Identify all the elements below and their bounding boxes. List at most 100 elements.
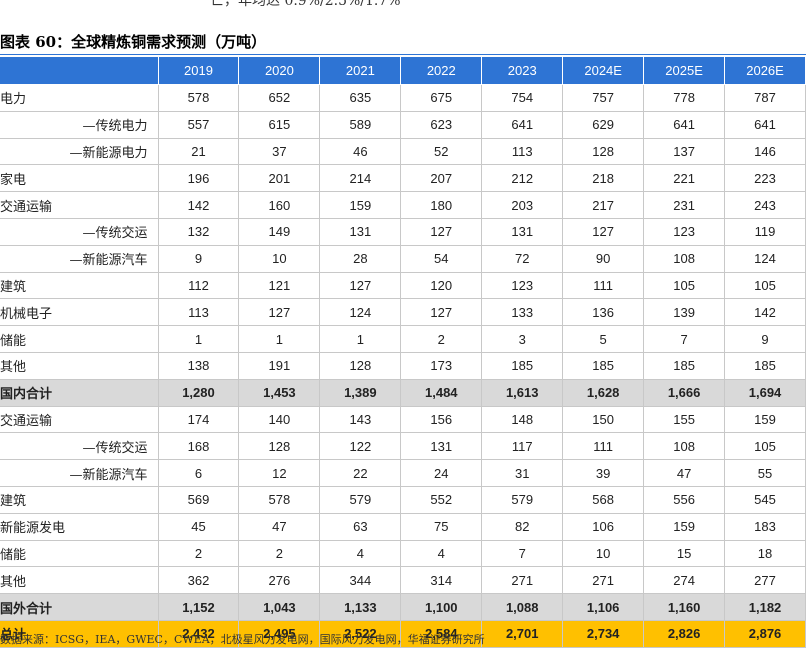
row-label: 其他 xyxy=(0,566,159,595)
value-cell: 54 xyxy=(400,245,483,273)
value-cell: 123 xyxy=(481,272,564,300)
row-label: —新能源电力 xyxy=(0,138,159,166)
value-cell: 133 xyxy=(481,298,564,327)
row-label: 建筑 xyxy=(0,486,159,514)
value-cell: 10 xyxy=(238,245,321,273)
value-cell: 1,280 xyxy=(158,379,240,407)
value-cell: 31 xyxy=(481,459,564,487)
value-cell: 136 xyxy=(562,298,645,327)
value-cell: 9 xyxy=(158,245,240,273)
row-label: 交通运输 xyxy=(0,191,159,219)
value-cell: 1,133 xyxy=(319,593,402,621)
value-cell: 1,484 xyxy=(400,379,483,407)
value-cell: 1,453 xyxy=(238,379,321,407)
header-cell: 2026E xyxy=(724,57,806,85)
row-label: 机械电子 xyxy=(0,298,159,327)
value-cell: 37 xyxy=(238,138,321,166)
value-cell: 160 xyxy=(238,191,321,219)
row-label: 总计 xyxy=(0,620,159,648)
value-cell: 214 xyxy=(319,164,402,193)
value-cell: 4 xyxy=(319,540,402,568)
value-cell: 578 xyxy=(158,84,240,112)
table-row: 国内合计 1,280 1,453 1,389 1,484 1,613 1,628 1,666 1… xyxy=(0,379,806,407)
value-cell: 2,701 xyxy=(481,620,564,648)
value-cell: 45 xyxy=(158,513,240,541)
value-cell: 314 xyxy=(400,566,483,595)
value-cell: 128 xyxy=(562,138,645,166)
table-row: —新能源电力 21 37 46 52 113 128 137 146 xyxy=(0,138,806,166)
value-cell: 1,088 xyxy=(481,593,564,621)
value-cell: 39 xyxy=(562,459,645,487)
value-cell: 142 xyxy=(724,298,806,327)
table-row: 国外合计 1,152 1,043 1,133 1,100 1,088 1,106 1,160 1… xyxy=(0,593,806,621)
value-cell: 137 xyxy=(643,138,726,166)
value-cell: 4 xyxy=(400,540,483,568)
value-cell: 173 xyxy=(400,352,483,380)
value-cell: 552 xyxy=(400,486,483,514)
value-cell: 578 xyxy=(238,486,321,514)
value-cell: 131 xyxy=(319,218,402,246)
table-row: 建筑 569 578 579 552 579 568 556 545 xyxy=(0,486,806,514)
value-cell: 7 xyxy=(643,325,726,353)
value-cell: 641 xyxy=(724,111,806,139)
value-cell: 119 xyxy=(724,218,806,246)
value-cell: 589 xyxy=(319,111,402,139)
row-label: 储能 xyxy=(0,540,159,568)
row-label: 国内合计 xyxy=(0,379,159,407)
value-cell: 128 xyxy=(238,432,321,461)
value-cell: 117 xyxy=(481,432,564,461)
value-cell: 579 xyxy=(481,486,564,514)
value-cell: 47 xyxy=(238,513,321,541)
value-cell: 168 xyxy=(158,432,240,461)
value-cell: 105 xyxy=(724,432,806,461)
value-cell: 155 xyxy=(643,406,726,434)
value-cell: 140 xyxy=(238,406,321,434)
value-cell: 180 xyxy=(400,191,483,219)
value-cell: 2,826 xyxy=(643,620,726,648)
value-cell: 221 xyxy=(643,164,726,193)
row-label: —传统交运 xyxy=(0,432,159,461)
value-cell: 24 xyxy=(400,459,483,487)
value-cell: 183 xyxy=(724,513,806,541)
value-cell: 635 xyxy=(319,84,402,112)
value-cell: 196 xyxy=(158,164,240,193)
value-cell: 139 xyxy=(643,298,726,327)
value-cell: 131 xyxy=(481,218,564,246)
value-cell: 174 xyxy=(158,406,240,434)
value-cell: 1 xyxy=(158,325,240,353)
value-cell: 629 xyxy=(562,111,645,139)
value-cell: 122 xyxy=(319,432,402,461)
value-cell: 1,043 xyxy=(238,593,321,621)
value-cell: 127 xyxy=(319,272,402,300)
value-cell: 2,432 xyxy=(158,620,240,648)
value-cell: 105 xyxy=(643,272,726,300)
value-cell: 108 xyxy=(643,245,726,273)
value-cell: 271 xyxy=(481,566,564,595)
header-cell: 2019 xyxy=(158,57,240,85)
value-cell: 344 xyxy=(319,566,402,595)
value-cell: 243 xyxy=(724,191,806,219)
row-label: 其他 xyxy=(0,352,159,380)
value-cell: 9 xyxy=(724,325,806,353)
row-label: —传统交运 xyxy=(0,218,159,246)
value-cell: 1,613 xyxy=(481,379,564,407)
value-cell: 113 xyxy=(481,138,564,166)
value-cell: 120 xyxy=(400,272,483,300)
source-note: 数据来源：ICSG，IEA，GWEC，CWEA，北极星风力发电网，国际风力发电网… xyxy=(0,633,485,646)
table-row: 交通运输 174 140 143 156 148 150 155 159 xyxy=(0,406,806,434)
value-cell: 1,152 xyxy=(158,593,240,621)
value-cell: 15 xyxy=(643,540,726,568)
value-cell: 111 xyxy=(562,272,645,300)
value-cell: 271 xyxy=(562,566,645,595)
value-cell: 132 xyxy=(158,218,240,246)
value-cell: 569 xyxy=(158,486,240,514)
value-cell: 124 xyxy=(319,298,402,327)
table-row: 其他 138 191 128 173 185 185 185 185 xyxy=(0,352,806,380)
value-cell: 46 xyxy=(319,138,402,166)
header-cell: 2022 xyxy=(400,57,483,85)
value-cell: 579 xyxy=(319,486,402,514)
value-cell: 75 xyxy=(400,513,483,541)
value-cell: 55 xyxy=(724,459,806,487)
value-cell: 217 xyxy=(562,191,645,219)
table-row: 交通运输 142 160 159 180 203 217 231 243 xyxy=(0,191,806,219)
